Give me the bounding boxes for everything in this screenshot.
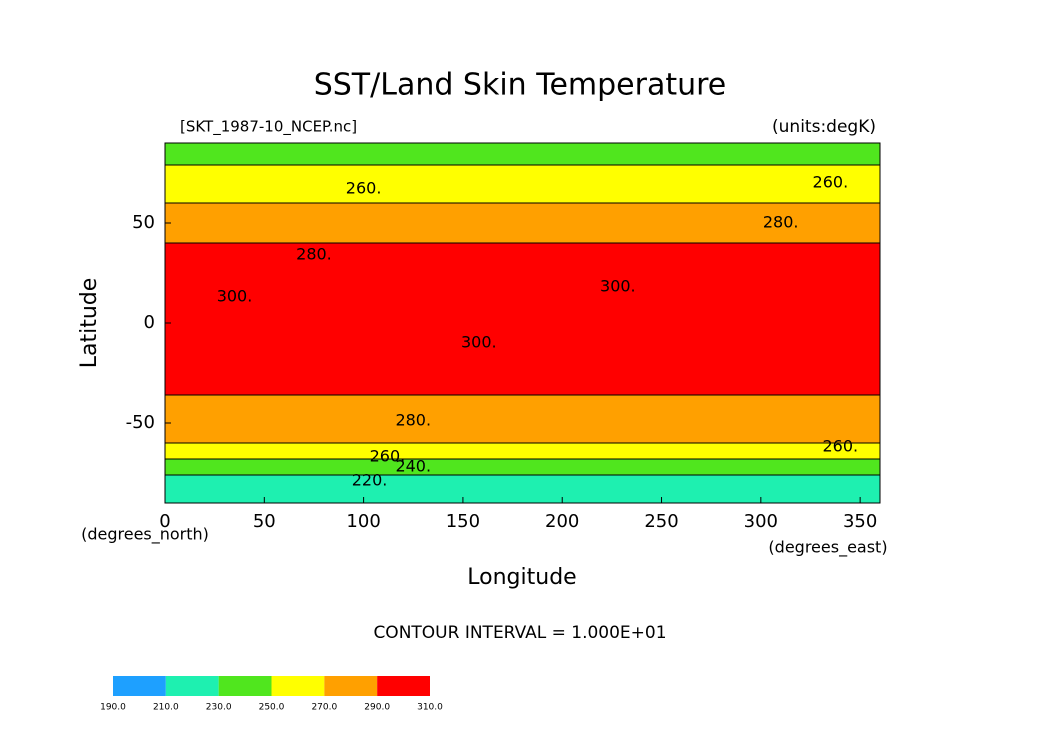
contour-label: 300. bbox=[217, 287, 253, 306]
contour-label: 280. bbox=[395, 411, 431, 430]
contour-band bbox=[165, 459, 880, 475]
y-tick-label: 0 bbox=[144, 312, 155, 333]
x-tick-label: 0 bbox=[159, 511, 170, 532]
contour-band bbox=[165, 475, 880, 503]
colorbar-label: 270.0 bbox=[311, 703, 337, 713]
colorbar-label: 290.0 bbox=[364, 703, 390, 713]
contour-label: 300. bbox=[461, 333, 497, 352]
x-tick-label: 50 bbox=[253, 511, 276, 532]
colorbar-swatch bbox=[218, 676, 272, 696]
x-tick-label: 300 bbox=[744, 511, 778, 532]
contour-label: 220. bbox=[352, 471, 388, 490]
y-unit: (degrees_north) bbox=[81, 525, 209, 545]
colorbar-swatch bbox=[113, 676, 166, 696]
contour-label: 260. bbox=[813, 173, 849, 192]
subtitle-left: [SKT_1987-10_NCEP.nc] bbox=[180, 118, 357, 137]
contour-label: 280. bbox=[763, 213, 799, 232]
colorbar-label: 190.0 bbox=[100, 703, 126, 713]
contour-label: 260. bbox=[346, 179, 382, 198]
contour-label: 260. bbox=[822, 437, 858, 456]
contour-label: 240. bbox=[395, 457, 431, 476]
contour-band bbox=[165, 243, 880, 395]
x-axis-label: Longitude bbox=[467, 565, 576, 590]
contour-label: 300. bbox=[600, 277, 636, 296]
colorbar-swatch bbox=[165, 676, 219, 696]
contour-band bbox=[165, 395, 880, 443]
colorbar-label: 250.0 bbox=[259, 703, 285, 713]
y-axis-label: Latitude bbox=[77, 278, 102, 369]
contour-band bbox=[165, 443, 880, 459]
contour-label: 260. bbox=[370, 447, 406, 466]
colorbar-swatch bbox=[324, 676, 378, 696]
subtitle-right: (units:degK) bbox=[772, 117, 876, 137]
y-tick-label: -50 bbox=[126, 412, 155, 433]
x-tick-label: 200 bbox=[545, 511, 579, 532]
colorbar-label: 210.0 bbox=[153, 703, 179, 713]
annotation: CONTOUR INTERVAL = 1.000E+01 bbox=[373, 623, 666, 643]
contour-band bbox=[165, 143, 880, 165]
colorbar-swatch bbox=[377, 676, 430, 696]
x-tick-label: 150 bbox=[446, 511, 480, 532]
contour-band bbox=[165, 165, 880, 203]
x-tick-label: 250 bbox=[644, 511, 678, 532]
colorbar-label: 310.0 bbox=[417, 703, 443, 713]
chart-title: SST/Land Skin Temperature bbox=[314, 68, 727, 103]
x-tick-label: 350 bbox=[843, 511, 877, 532]
colorbar-label: 230.0 bbox=[206, 703, 232, 713]
contour-label: 280. bbox=[296, 245, 332, 264]
colorbar-swatch bbox=[271, 676, 325, 696]
x-unit: (degrees_east) bbox=[768, 538, 887, 558]
contour-band bbox=[165, 203, 880, 243]
y-tick-label: 50 bbox=[132, 212, 155, 233]
x-tick-label: 100 bbox=[346, 511, 380, 532]
